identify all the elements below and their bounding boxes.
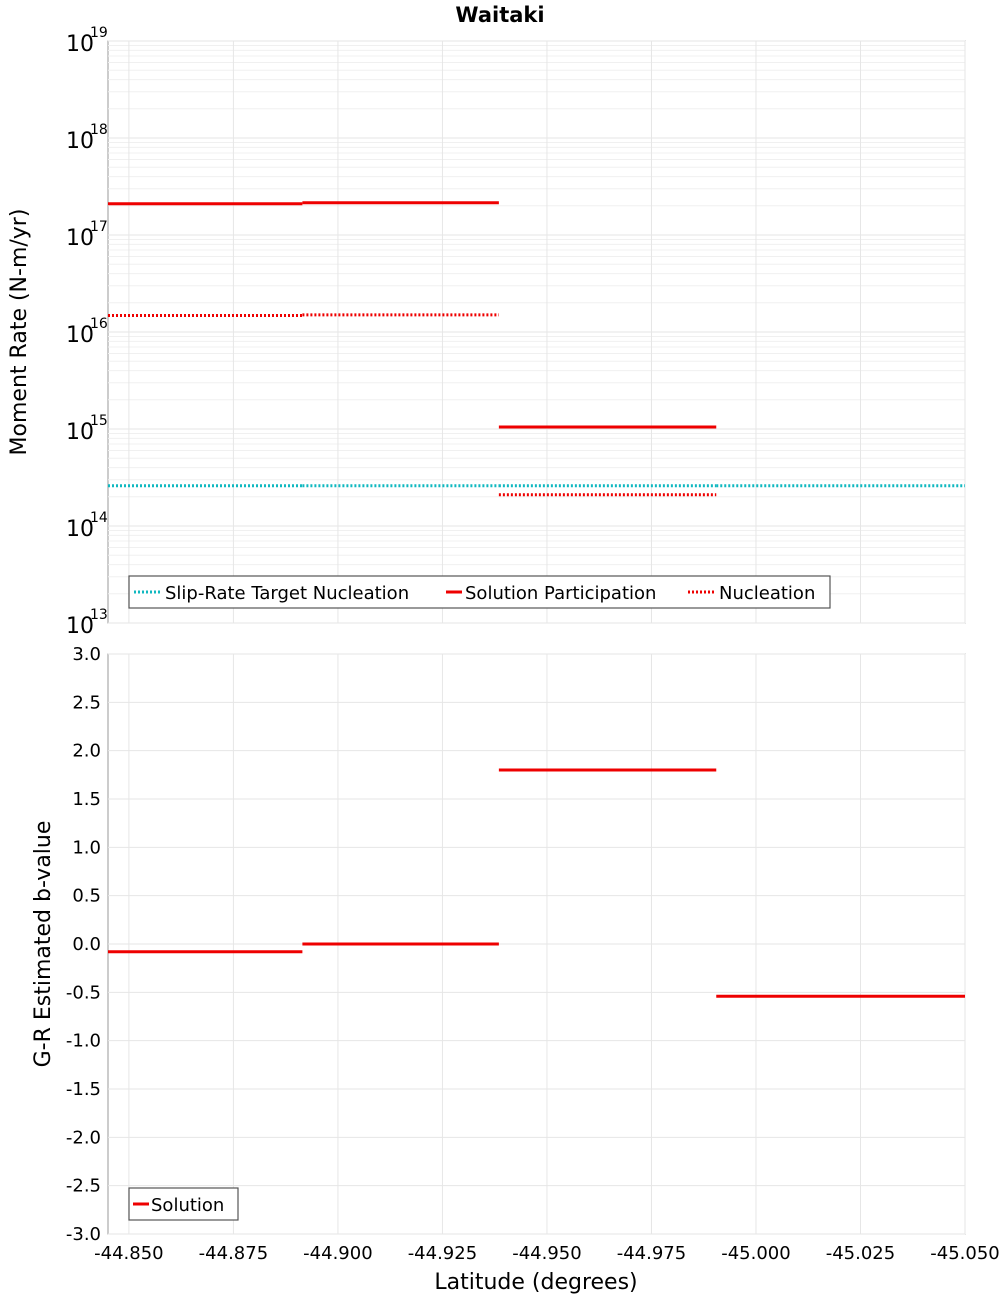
- b-value-series: [108, 768, 965, 998]
- legend-label-solution-participation: Solution Participation: [465, 583, 656, 604]
- moment-rate-tick-base: 10: [66, 420, 94, 445]
- moment-rate-legend: Slip-Rate Target Nucleation Solution Par…: [128, 575, 831, 609]
- latitude-tick-label: -44.850: [94, 1243, 163, 1264]
- b-value-tick-label: -2.5: [66, 1176, 101, 1197]
- b-value-grid: [108, 653, 966, 1235]
- latitude-tick-label: -44.950: [512, 1243, 581, 1264]
- b-value-tick-label: -0.5: [66, 982, 101, 1003]
- moment-rate-tick-exponent: 14: [90, 510, 108, 526]
- latitude-tick-label: -45.050: [930, 1243, 999, 1264]
- moment-rate-tick-exponent: 19: [90, 25, 108, 41]
- b-value-y-ticks: 3.0 2.5 2.0 1.5 1.0 0.5 0.0 -0.5 -1.0 -1.5 -2.0 -2.…: [66, 644, 101, 1245]
- b-value-tick-label: 0.0: [72, 934, 101, 955]
- b-value-legend: Solution: [128, 1187, 239, 1221]
- b-value-tick-label: -1.0: [66, 1031, 101, 1052]
- latitude-tick-label: -45.025: [826, 1243, 895, 1264]
- moment-rate-tick-exponent: 17: [90, 219, 108, 235]
- moment-rate-y-label: Moment Rate (N-m/yr): [7, 209, 32, 456]
- b-value-tick-label: 0.5: [72, 886, 101, 907]
- moment-rate-tick-base: 10: [66, 32, 94, 57]
- b-value-tick-label: 3.0: [72, 644, 101, 665]
- moment-rate-tick-base: 10: [66, 323, 94, 348]
- b-value-tick-label: -2.0: [66, 1127, 101, 1148]
- latitude-tick-label: -44.875: [199, 1243, 268, 1264]
- legend-label-solution: Solution: [151, 1195, 224, 1216]
- latitude-tick-label: -44.925: [408, 1243, 477, 1264]
- b-value-y-label: G-R Estimated b-value: [31, 821, 56, 1068]
- b-value-tick-label: 2.5: [72, 692, 101, 713]
- moment-rate-tick-base: 10: [66, 129, 94, 154]
- latitude-x-ticks: -44.850 -44.875 -44.900 -44.925 -44.950 -44.9…: [94, 1243, 1000, 1264]
- b-value-tick-label: 1.0: [72, 837, 101, 858]
- moment-rate-tick-base: 10: [66, 614, 94, 639]
- moment-rate-tick-exponent: 18: [90, 122, 108, 138]
- moment-rate-tick-exponent: 16: [90, 316, 108, 332]
- b-value-legend-box: [128, 1187, 239, 1221]
- b-value-tick-label: 1.5: [72, 789, 101, 810]
- chart-title: Waitaki: [455, 3, 544, 27]
- moment-rate-tick-base: 10: [66, 517, 94, 542]
- b-value-tick-label: 2.0: [72, 741, 101, 762]
- latitude-tick-label: -45.000: [721, 1243, 790, 1264]
- moment-rate-tick-base: 10: [66, 226, 94, 251]
- latitude-tick-label: -44.900: [303, 1243, 372, 1264]
- legend-label-nucleation: Nucleation: [719, 583, 815, 604]
- moment-rate-tick-exponent: 15: [90, 413, 108, 429]
- legend-label-slip-rate-target-nucleation: Slip-Rate Target Nucleation: [165, 583, 409, 604]
- b-value-panel: 3.0 2.5 2.0 1.5 1.0 0.5 0.0 -0.5 -1.0 -1.5 -2.0 -2.…: [31, 644, 1000, 1295]
- moment-rate-tick-exponent: 13: [90, 607, 108, 623]
- moment-rate-series: [108, 201, 965, 497]
- latitude-x-label: Latitude (degrees): [434, 1270, 637, 1295]
- b-value-tick-label: -3.0: [66, 1224, 101, 1245]
- latitude-tick-label: -44.975: [617, 1243, 686, 1264]
- b-value-tick-label: -1.5: [66, 1079, 101, 1100]
